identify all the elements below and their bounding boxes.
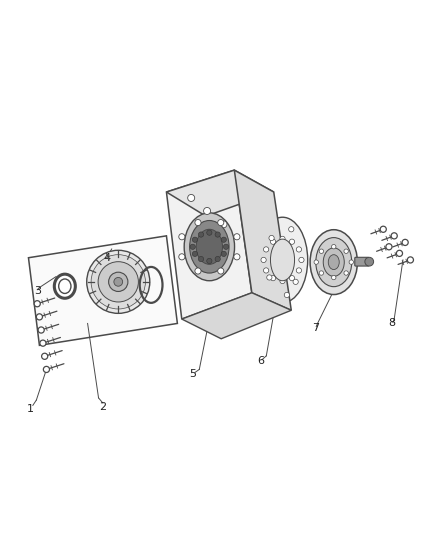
Circle shape — [91, 255, 145, 309]
Circle shape — [344, 249, 348, 253]
Circle shape — [284, 292, 290, 297]
Circle shape — [43, 366, 49, 373]
Circle shape — [270, 276, 276, 281]
Circle shape — [402, 239, 408, 246]
Circle shape — [314, 260, 318, 264]
Circle shape — [332, 276, 336, 280]
Circle shape — [280, 278, 285, 284]
Circle shape — [221, 251, 226, 256]
Text: 4: 4 — [104, 253, 111, 263]
Circle shape — [380, 226, 386, 232]
Ellipse shape — [54, 274, 75, 298]
Circle shape — [234, 254, 240, 260]
Circle shape — [34, 301, 40, 307]
Circle shape — [179, 254, 185, 260]
Circle shape — [293, 279, 298, 285]
Circle shape — [290, 239, 295, 244]
Circle shape — [195, 220, 201, 225]
Circle shape — [289, 227, 294, 232]
Ellipse shape — [196, 229, 223, 264]
Circle shape — [264, 247, 269, 252]
Ellipse shape — [310, 230, 357, 295]
Circle shape — [349, 260, 353, 264]
Circle shape — [319, 249, 324, 253]
Polygon shape — [182, 293, 291, 339]
Circle shape — [207, 230, 212, 235]
Circle shape — [207, 259, 212, 263]
Ellipse shape — [323, 248, 344, 276]
Circle shape — [270, 239, 276, 244]
Circle shape — [396, 251, 403, 256]
Ellipse shape — [59, 279, 71, 294]
Circle shape — [223, 244, 229, 249]
Circle shape — [218, 220, 224, 225]
Circle shape — [192, 237, 198, 243]
Circle shape — [332, 245, 336, 249]
Circle shape — [98, 262, 138, 302]
Text: 8: 8 — [389, 318, 396, 328]
Ellipse shape — [257, 217, 307, 303]
Circle shape — [220, 221, 227, 228]
Circle shape — [391, 233, 397, 239]
Circle shape — [365, 257, 374, 266]
Circle shape — [198, 232, 204, 237]
Text: 5: 5 — [189, 369, 196, 379]
Text: 3: 3 — [34, 286, 41, 296]
Text: 1: 1 — [27, 404, 34, 414]
Circle shape — [344, 271, 348, 275]
Text: 7: 7 — [312, 323, 319, 333]
Circle shape — [319, 271, 324, 275]
Circle shape — [204, 207, 211, 214]
Circle shape — [40, 340, 46, 346]
Circle shape — [42, 353, 48, 359]
Circle shape — [114, 278, 123, 286]
Circle shape — [407, 257, 413, 263]
Circle shape — [109, 272, 128, 292]
Circle shape — [234, 233, 240, 240]
Polygon shape — [28, 236, 177, 345]
Circle shape — [190, 244, 195, 249]
Circle shape — [187, 195, 194, 201]
Circle shape — [267, 275, 272, 280]
Circle shape — [264, 268, 269, 273]
Circle shape — [192, 251, 198, 256]
Circle shape — [290, 276, 295, 281]
Circle shape — [215, 256, 220, 262]
Circle shape — [299, 257, 304, 263]
Ellipse shape — [328, 255, 339, 270]
Circle shape — [198, 256, 204, 262]
Ellipse shape — [190, 221, 229, 273]
Polygon shape — [166, 170, 252, 319]
Circle shape — [38, 327, 44, 333]
Circle shape — [36, 314, 42, 320]
Circle shape — [215, 232, 220, 237]
Circle shape — [218, 268, 224, 274]
Polygon shape — [166, 170, 274, 216]
Circle shape — [87, 251, 150, 313]
Ellipse shape — [316, 238, 352, 287]
Text: 2: 2 — [99, 402, 106, 411]
Circle shape — [179, 233, 185, 240]
Circle shape — [269, 236, 274, 241]
Circle shape — [296, 247, 301, 252]
Circle shape — [296, 268, 301, 273]
FancyBboxPatch shape — [355, 257, 369, 266]
Circle shape — [221, 237, 226, 243]
Circle shape — [386, 244, 392, 250]
Circle shape — [280, 236, 285, 241]
Polygon shape — [234, 170, 291, 310]
Text: 6: 6 — [257, 356, 264, 366]
Ellipse shape — [184, 213, 235, 281]
Circle shape — [195, 268, 201, 274]
Circle shape — [261, 257, 266, 263]
Ellipse shape — [270, 239, 294, 281]
